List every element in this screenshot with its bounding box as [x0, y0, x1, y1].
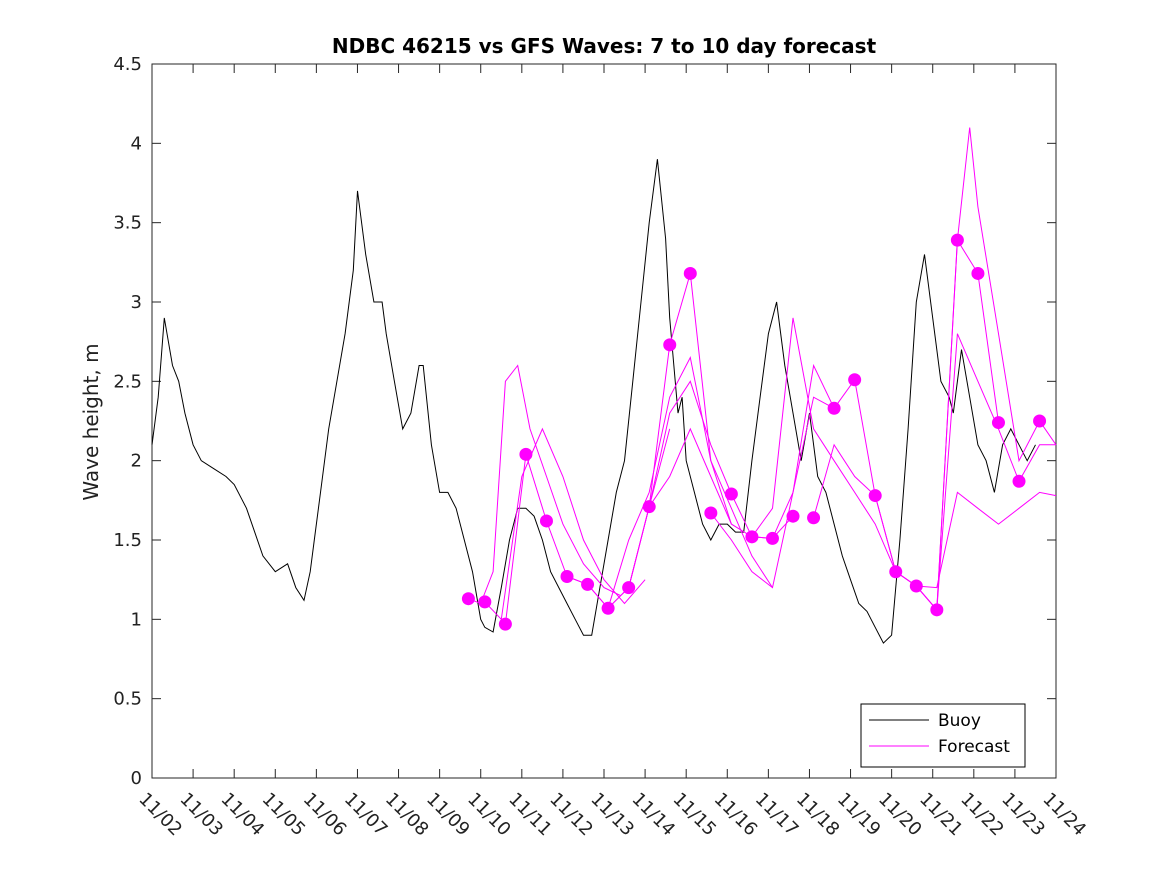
forecast-point: [478, 595, 492, 609]
legend-box: [860, 703, 1026, 768]
y-tick-label: 2: [131, 451, 142, 472]
y-axis-label: Wave height, m: [79, 343, 103, 500]
forecast-point: [581, 577, 595, 591]
y-tick-label: 4: [131, 133, 142, 154]
forecast-point: [889, 565, 903, 579]
forecast-series-line: [607, 356, 773, 609]
forecast-point: [807, 511, 821, 525]
forecast-point: [683, 266, 697, 280]
forecast-point: [971, 266, 985, 280]
y-tick-label: 4.5: [113, 54, 142, 75]
y-tick-label: 1.5: [113, 530, 142, 551]
forecast-point: [622, 581, 636, 595]
forecast-series-line: [916, 491, 1057, 589]
forecast-point: [765, 531, 779, 545]
forecast-point: [704, 506, 718, 520]
forecast-series-line: [648, 363, 835, 539]
chart-title: NDBC 46215 vs GFS Waves: 7 to 10 day for…: [332, 34, 877, 58]
forecast-point: [560, 569, 574, 583]
y-tick-label: 3: [131, 292, 142, 313]
forecast-series-line: [710, 378, 876, 589]
forecast-point: [786, 509, 800, 523]
forecast-point: [519, 447, 533, 461]
y-tick-label: 0: [131, 768, 142, 789]
forecast-point: [498, 617, 512, 631]
forecast-series-line: [874, 127, 1057, 612]
forecast-point: [724, 487, 738, 501]
plot-area: 00.511.522.533.544.511/0211/0311/0411/05…: [113, 54, 1090, 840]
forecast-point: [745, 530, 759, 544]
forecast-series-line: [468, 364, 621, 605]
y-tick-label: 1: [131, 609, 142, 630]
forecast-point: [642, 500, 656, 514]
axes-frame: [151, 63, 1057, 779]
forecast-point: [848, 373, 862, 387]
y-tick-label: 3.5: [113, 213, 142, 234]
forecast-point: [1012, 474, 1026, 488]
forecast-point: [950, 233, 964, 247]
forecast-point: [1033, 414, 1047, 428]
forecast-series-line: [484, 427, 646, 621]
forecast-point: [601, 601, 615, 615]
forecast-point: [930, 603, 944, 617]
y-tick-label: 2.5: [113, 371, 142, 392]
forecast-point: [868, 489, 882, 503]
legend: Buoy Forecast: [860, 703, 1026, 768]
y-tick-label: 0.5: [113, 689, 142, 710]
legend-forecast-label: Forecast: [938, 737, 1010, 757]
legend-buoy-label: Buoy: [938, 711, 981, 731]
forecast-point: [663, 338, 677, 352]
buoy-series-line: [151, 159, 1036, 644]
forecast-point: [909, 579, 923, 593]
forecast-point: [539, 514, 553, 528]
forecast-point: [827, 401, 841, 415]
forecast-point: [991, 416, 1005, 430]
forecast-point: [461, 592, 475, 606]
